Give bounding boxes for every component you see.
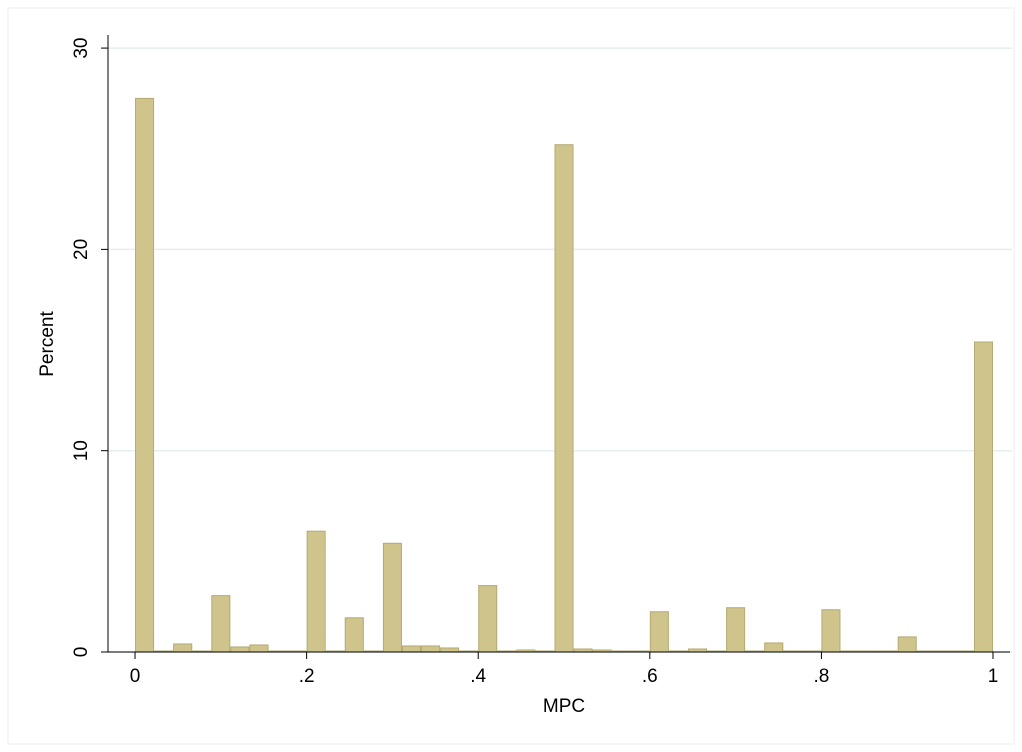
bar bbox=[382, 542, 402, 653]
bar bbox=[897, 636, 917, 653]
x-tick-label: .8 bbox=[813, 666, 829, 687]
bar bbox=[230, 646, 250, 653]
x-tick-label: .2 bbox=[299, 666, 315, 687]
bar bbox=[249, 644, 269, 653]
bar bbox=[135, 97, 155, 653]
bar bbox=[764, 642, 784, 653]
x-tick-label: .4 bbox=[470, 666, 486, 687]
chart-frame bbox=[7, 7, 1015, 745]
bar bbox=[420, 645, 441, 653]
y-axis-label: Percent bbox=[37, 311, 58, 377]
bar bbox=[440, 647, 460, 653]
y-tick-label: 10 bbox=[71, 440, 92, 461]
bar bbox=[649, 611, 669, 653]
bar bbox=[173, 643, 193, 653]
bar bbox=[554, 144, 574, 653]
x-tick-label: 0 bbox=[130, 666, 141, 687]
x-axis-label: MPC bbox=[543, 696, 585, 717]
y-tick-label: 0 bbox=[71, 647, 92, 658]
bar bbox=[726, 607, 746, 653]
x-tick-label: .6 bbox=[642, 666, 658, 687]
bar bbox=[344, 617, 364, 653]
bar bbox=[821, 609, 841, 653]
bar bbox=[211, 595, 231, 653]
bar bbox=[478, 585, 498, 653]
bar bbox=[401, 645, 421, 653]
y-tick-label: 30 bbox=[71, 38, 92, 59]
y-tick-label: 20 bbox=[71, 239, 92, 260]
x-tick-label: 1 bbox=[988, 666, 999, 687]
bar bbox=[306, 530, 326, 653]
bar bbox=[973, 341, 994, 653]
